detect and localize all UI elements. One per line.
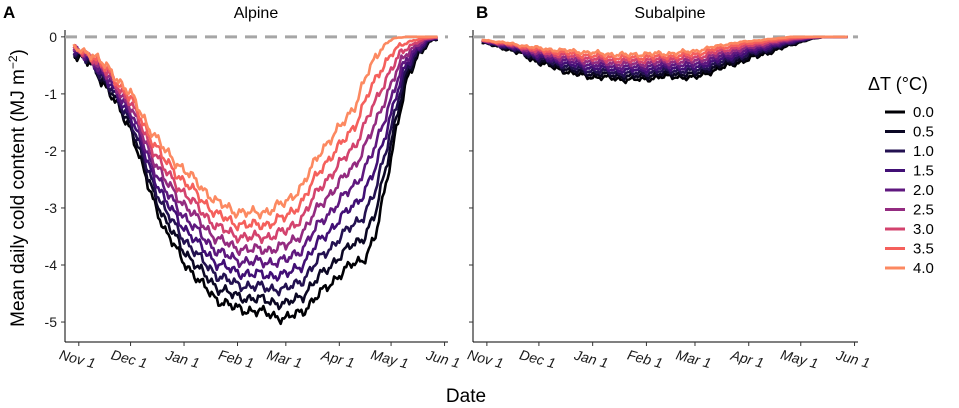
y-tick-label: -2 [45, 143, 58, 159]
x-tick-label-subalpine: Feb 1 [626, 346, 665, 371]
y-tick-label: -4 [45, 257, 58, 273]
y-tick-label: -3 [45, 200, 58, 216]
legend-label-1.0: 1.0 [913, 143, 934, 160]
series-line-alpine-2.0 [72, 36, 438, 269]
x-tick-label-subalpine: May 1 [779, 346, 820, 371]
x-tick-label-alpine: Jun 1 [424, 346, 462, 371]
legend-label-2.0: 2.0 [913, 182, 934, 199]
legend-label-3.0: 3.0 [913, 221, 934, 238]
y-tick-label: -5 [45, 314, 58, 330]
panel-title-subalpine: Subalpine [634, 5, 705, 22]
series-line-alpine-2.5 [72, 36, 438, 256]
x-tick-label-alpine: Nov 1 [58, 346, 97, 371]
x-tick-label-subalpine: Apr 1 [728, 347, 765, 371]
series-line-alpine-3.5 [73, 35, 438, 232]
series-line-alpine-0.0 [73, 37, 439, 326]
series-line-alpine-1.0 [72, 37, 438, 297]
x-tick-label-alpine: Jan 1 [163, 346, 201, 371]
series-line-alpine-0.5 [73, 37, 438, 311]
legend-label-0.0: 0.0 [913, 104, 934, 121]
y-axis-title-superscript: −2 [6, 55, 20, 69]
y-axis-title: Mean daily cold content (MJ m−2) [6, 49, 29, 327]
x-tick-label-alpine: May 1 [369, 346, 410, 371]
x-tick-label-subalpine: Jan 1 [572, 346, 610, 371]
x-tick-label-alpine: Feb 1 [217, 346, 256, 371]
series-line-subalpine-4.0 [481, 35, 848, 59]
legend-label-0.5: 0.5 [913, 124, 934, 141]
x-tick-label-subalpine: Jun 1 [834, 346, 872, 371]
x-axis-title: Date [446, 386, 486, 407]
legend-label-4.0: 4.0 [913, 260, 934, 277]
panel-letter-b: B [476, 3, 488, 22]
legend-title: ΔT (°C) [868, 74, 928, 94]
x-tick-label-subalpine: Mar 1 [674, 346, 713, 371]
series-line-alpine-1.5 [72, 37, 438, 282]
x-tick-label-alpine: Mar 1 [265, 346, 304, 371]
x-tick-label-alpine: Dec 1 [110, 346, 149, 371]
y-tick-label: -1 [45, 86, 58, 102]
panel-letter-a: A [3, 3, 15, 22]
x-tick-label-subalpine: Dec 1 [518, 346, 557, 371]
series-line-alpine-4.0 [72, 35, 438, 220]
legend-label-2.5: 2.5 [913, 202, 934, 219]
legend-label-1.5: 1.5 [913, 163, 934, 180]
panel-subalpine: B Subalpine Nov 1 Dec 1 Jan 1 Feb 1 Mar 1 Apr… [466, 3, 872, 371]
x-tick-label-subalpine: Nov 1 [466, 346, 505, 371]
legend: ΔT (°C) 0.0 0.5 1.0 1.5 2.0 2.5 3.0 3.5 4.0 [868, 74, 934, 277]
y-tick-label: 0 [49, 29, 57, 45]
panel-title-alpine: Alpine [234, 5, 279, 22]
legend-label-3.5: 3.5 [913, 241, 934, 258]
x-tick-label-alpine: Apr 1 [319, 347, 356, 371]
series-line-alpine-3.0 [72, 36, 438, 245]
